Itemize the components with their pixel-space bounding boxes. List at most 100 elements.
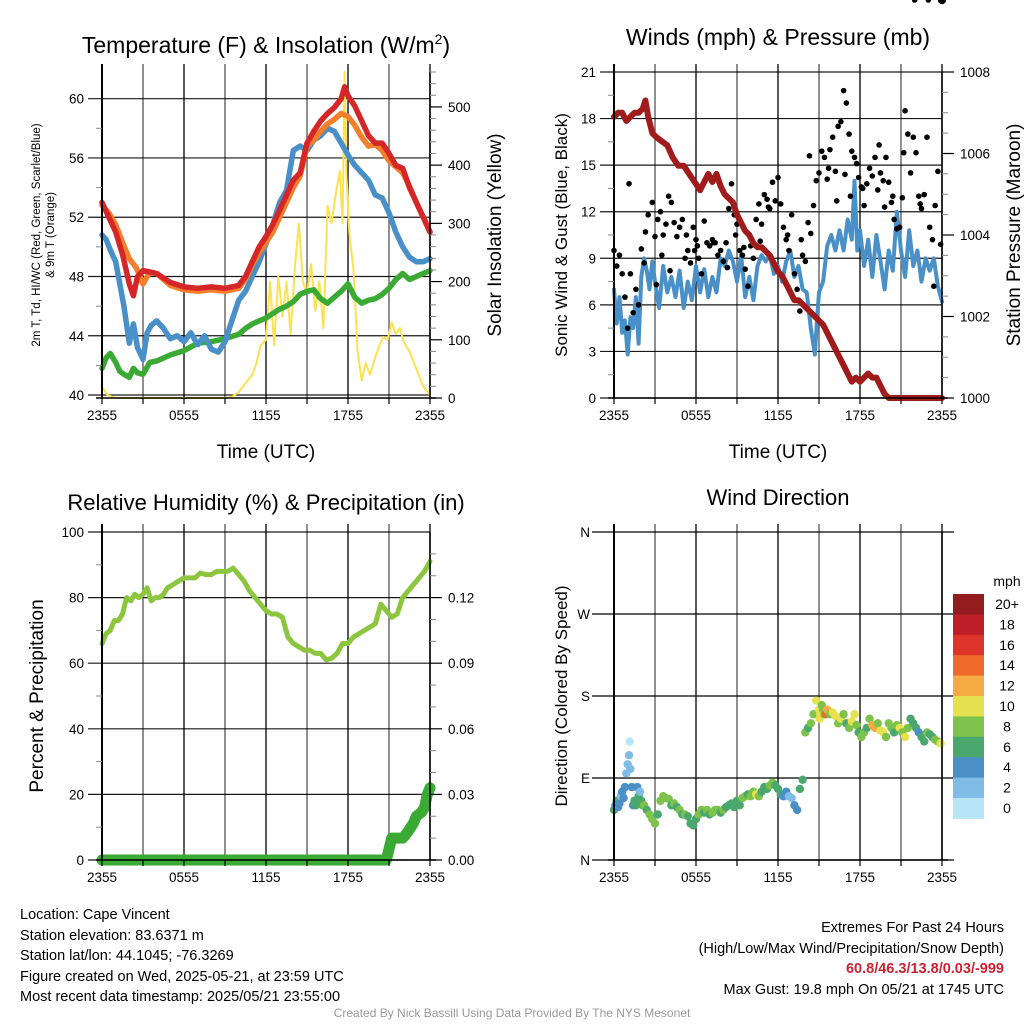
direction-point	[735, 801, 744, 810]
gust-point	[720, 258, 727, 265]
gust-point	[724, 264, 731, 271]
right-tick-label: 1008	[960, 65, 990, 80]
wind-direction-chart-title: Wind Direction	[706, 485, 849, 510]
gust-point	[732, 232, 739, 238]
right-tick-label: 1000	[960, 391, 990, 406]
direction-point	[873, 719, 882, 728]
gust-point	[861, 202, 867, 209]
gust-point	[742, 266, 748, 272]
direction-point	[650, 819, 660, 828]
station-info: Location: Cape Vincent Station elevation…	[20, 905, 344, 1008]
2m-dewpoint-line	[99, 267, 433, 381]
gust-point	[843, 100, 850, 106]
direction-point	[689, 821, 698, 830]
gust-point	[693, 236, 699, 243]
right-tick-label: 1004	[960, 228, 991, 243]
wind-chart-title: Winds (mph) & Pressure (mb)	[626, 24, 930, 50]
x-tick-label: 0555	[169, 870, 199, 885]
gust-point	[797, 308, 803, 314]
y-tick-label: 20	[69, 787, 84, 802]
gust-point	[698, 271, 705, 277]
extremes-values: 60.8/46.3/13.8/0.03/-999	[845, 961, 1004, 977]
y-tick-label: 0	[588, 391, 596, 406]
direction-point	[787, 793, 796, 803]
right-tick-label: 1002	[960, 310, 990, 325]
gust-point	[838, 118, 844, 125]
gust-point	[788, 212, 795, 218]
gust-point	[652, 233, 658, 240]
gust-point	[902, 108, 908, 114]
gust-point	[853, 160, 860, 167]
gust-point	[683, 232, 690, 238]
x-tick-label: 1755	[333, 408, 363, 423]
gust-point	[660, 232, 666, 238]
heat-index-wind-chill-line	[99, 125, 433, 363]
direction-point	[937, 0, 947, 5]
y-tick-label: 9	[588, 251, 596, 266]
x-tick-label: 2355	[599, 870, 629, 885]
direction-point	[839, 710, 848, 719]
direction-point	[626, 764, 635, 774]
gust-point	[758, 221, 765, 227]
gust-point	[821, 154, 828, 161]
gust-point	[932, 202, 938, 209]
pressure-y-axis-label: Station Pressure (Maroon)	[1004, 124, 1024, 347]
gust-point	[907, 170, 914, 176]
gust-point	[685, 247, 691, 254]
direction-point	[653, 810, 662, 819]
gust-point	[824, 176, 830, 182]
gust-point	[701, 218, 707, 224]
direction-point	[936, 739, 945, 748]
gust-point	[784, 232, 791, 238]
gust-point	[736, 247, 743, 254]
direction-point	[619, 793, 628, 803]
gust-point	[791, 271, 798, 277]
x-tick-label: 1155	[251, 870, 280, 885]
colorbar-swatch	[953, 716, 984, 738]
humidity-panel: Relative Humidity (%) & Precipitation (i…	[27, 490, 474, 885]
gust-point	[885, 179, 892, 186]
gust-point	[798, 236, 805, 243]
gust-point	[806, 153, 813, 159]
right-tick-label: 0.12	[448, 591, 474, 606]
gust-point	[756, 201, 762, 207]
gust-point	[653, 281, 660, 288]
gust-point	[641, 260, 647, 266]
gust-point	[638, 246, 645, 252]
extremes-subtitle: (High/Low/Max Wind/Precipitation/Snow De…	[698, 940, 1004, 957]
colorbar-label: 16	[999, 637, 1015, 653]
gust-point	[616, 252, 623, 258]
gust-point	[847, 193, 854, 199]
x-tick-label: 0555	[169, 408, 199, 423]
gust-point	[849, 148, 855, 154]
colorbar-swatch	[953, 655, 984, 677]
gust-point	[769, 179, 776, 186]
y-tick-label: 48	[69, 269, 84, 284]
gust-point	[813, 177, 820, 184]
gust-point	[911, 0, 918, 3]
gust-point	[761, 191, 768, 198]
direction-point	[620, 782, 630, 792]
gust-point	[687, 260, 694, 266]
x-tick-label: 2355	[927, 870, 957, 885]
elevation-text: Station elevation: 83.6371 m	[20, 927, 204, 944]
wind-x-axis-label: Time (UTC)	[729, 442, 828, 463]
x-tick-label: 1155	[763, 870, 792, 885]
gust-point	[690, 224, 697, 231]
gust-point	[918, 205, 925, 212]
gust-point	[859, 185, 866, 192]
x-tick-label: 2355	[87, 870, 117, 885]
gust-point	[694, 243, 701, 249]
gust-point	[783, 236, 789, 243]
y-tick-label: 44	[69, 329, 85, 344]
gust-point	[876, 142, 882, 148]
gust-point	[765, 204, 772, 210]
extremes-title: Extremes For Past 24 Hours	[821, 920, 1004, 936]
gust-point	[633, 286, 639, 293]
direction-point	[635, 787, 645, 796]
temperature-x-axis-label: Time (UTC)	[217, 442, 316, 463]
gust-point	[745, 283, 751, 290]
y-tick-label: 6	[588, 298, 596, 313]
gust-point	[905, 131, 911, 137]
right-tick-label: 500	[448, 100, 471, 115]
